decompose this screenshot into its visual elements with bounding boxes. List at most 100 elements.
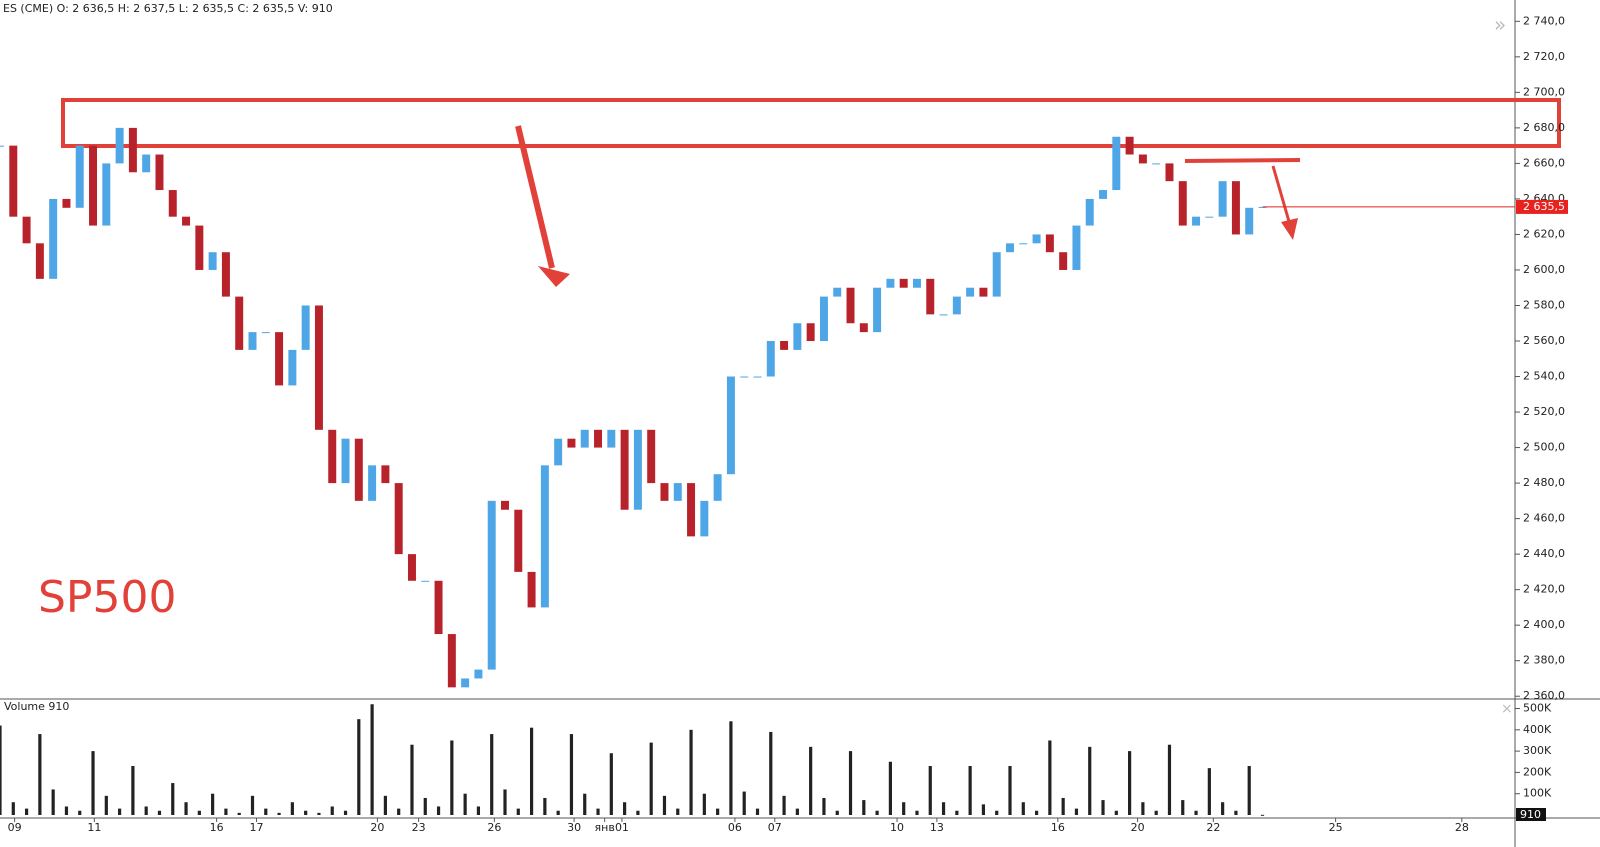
volume-bar [1101, 800, 1105, 815]
x-tick-label: 25 [1329, 821, 1343, 834]
volume-bar [1194, 810, 1198, 815]
arrow [515, 125, 555, 269]
candle [859, 323, 868, 333]
candle [1152, 163, 1161, 165]
candle [713, 474, 722, 501]
candle [128, 127, 137, 173]
candle [1032, 234, 1041, 244]
volume-bar [264, 808, 268, 815]
x-tick-label: 07 [768, 821, 782, 834]
arrow-head [1281, 218, 1298, 240]
candle [261, 332, 270, 334]
candle [1072, 225, 1081, 270]
volume-bar [476, 806, 481, 815]
candle [1231, 181, 1240, 235]
volume-bar [317, 812, 321, 815]
volume-bar [1247, 766, 1251, 815]
y-tick-label: 2 700,0 [1523, 85, 1565, 98]
candle [527, 571, 536, 608]
x-tick-label: 13 [930, 821, 944, 834]
volume-bar [131, 766, 135, 815]
volume-bar [144, 806, 148, 815]
candle [221, 252, 230, 297]
x-tick-label: 16 [210, 821, 224, 834]
volume-bar [436, 806, 441, 815]
candle [381, 465, 390, 484]
volume-bar [769, 731, 773, 815]
y-tick-label: 300K [1523, 744, 1552, 757]
candle [35, 243, 44, 279]
candle [886, 278, 895, 288]
candle [248, 332, 257, 350]
volume-bar [636, 810, 640, 815]
volume-bar [941, 802, 946, 815]
volume-bar [490, 734, 494, 815]
candle [1019, 243, 1028, 245]
candle [235, 296, 244, 350]
y-tick-label: 2 540,0 [1523, 370, 1565, 383]
volume-bar [171, 783, 175, 815]
candle [819, 296, 828, 342]
y-tick-label: 2 560,0 [1523, 334, 1565, 347]
candle [1165, 163, 1174, 182]
volume-bar [211, 793, 215, 815]
volume-bar [1034, 810, 1039, 815]
candle [168, 190, 177, 217]
volume-bar [809, 746, 813, 815]
volume-bar [91, 751, 95, 815]
x-tick-label: 23 [412, 821, 426, 834]
candle [567, 438, 576, 448]
candle [275, 332, 284, 386]
candle [474, 669, 483, 679]
volume-bar [716, 808, 720, 815]
y-tick-label: 2 460,0 [1523, 512, 1565, 525]
candle [1045, 234, 1054, 253]
y-tick-label: 2 520,0 [1523, 405, 1565, 418]
volume-bar [51, 789, 55, 815]
volume-bar [357, 719, 361, 815]
candle [102, 163, 111, 226]
candle [753, 376, 762, 378]
volume-bar [1021, 802, 1025, 815]
y-tick-label: 2 680,0 [1523, 121, 1565, 134]
candle [926, 278, 935, 315]
volume-bar [104, 795, 108, 815]
volume-bar [1114, 810, 1118, 815]
volume-bar [1207, 768, 1211, 815]
candle [89, 145, 98, 226]
volume-bar [224, 808, 228, 815]
y-tick-label: 2 600,0 [1523, 263, 1565, 276]
candle [726, 376, 735, 475]
volume-bar [1088, 746, 1092, 815]
candle [607, 429, 616, 448]
volume-bar [503, 789, 507, 815]
y-tick-label: 2 420,0 [1523, 583, 1565, 596]
candle [673, 483, 682, 501]
volume-title: Volume 910 [4, 700, 69, 713]
annotation: SP500 [38, 572, 176, 623]
candle [899, 278, 908, 288]
x-tick-label: 20 [370, 821, 384, 834]
candle [780, 341, 789, 350]
y-tick-label: 2 500,0 [1523, 441, 1565, 454]
collapse-icon[interactable]: » [1494, 13, 1506, 37]
candle [540, 465, 549, 608]
volume-bar [915, 810, 919, 815]
y-tick-label: 2 440,0 [1523, 547, 1565, 560]
arrow-head [538, 266, 570, 287]
last-price-box [1516, 199, 1568, 214]
volume-bar [835, 810, 839, 815]
candle [62, 198, 71, 208]
y-tick-label: 2 620,0 [1523, 227, 1565, 240]
volume-bar [11, 802, 15, 815]
volume-bar [1221, 802, 1225, 815]
volume-bar [569, 734, 574, 815]
close-icon[interactable]: × [1501, 701, 1513, 717]
candle [514, 509, 523, 572]
volume-bar [862, 800, 866, 815]
x-tick-label: 20 [1131, 821, 1145, 834]
volume-bar [410, 744, 414, 815]
candle [1099, 190, 1108, 199]
volume-bar [729, 721, 733, 815]
volume-bar [1074, 808, 1079, 815]
